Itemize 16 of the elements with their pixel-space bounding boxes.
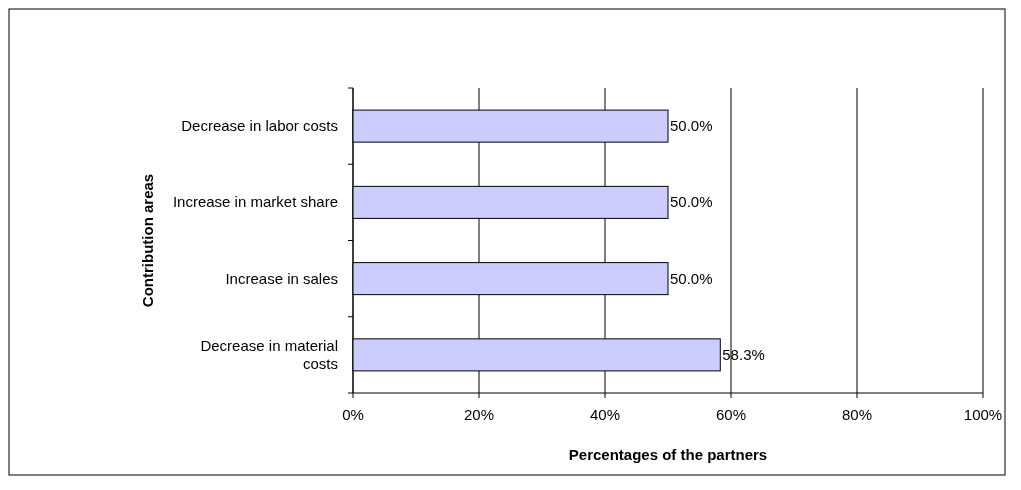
x-tick-label: 20% <box>463 406 495 423</box>
x-tick-label: 40% <box>589 406 621 423</box>
x-tick-label: 60% <box>715 406 747 423</box>
data-label: 58.3% <box>722 345 765 363</box>
y-tick-label: Decrease in material costs <box>200 336 338 372</box>
y-tick-label: Increase in market share <box>172 193 338 211</box>
y-axis-title: Contribution areas <box>139 173 156 308</box>
x-tick-label: 0% <box>342 406 364 423</box>
y-tick-label: Decrease in labor costs <box>181 117 338 135</box>
y-tick-label: Increase in sales <box>225 269 338 287</box>
data-label: 50.0% <box>670 193 713 211</box>
x-axis-title: Percentages of the partners <box>568 446 768 463</box>
data-label: 50.0% <box>670 117 713 135</box>
data-label: 50.0% <box>670 269 713 287</box>
x-tick-label: 100% <box>963 406 1003 423</box>
x-tick-label: 80% <box>841 406 873 423</box>
